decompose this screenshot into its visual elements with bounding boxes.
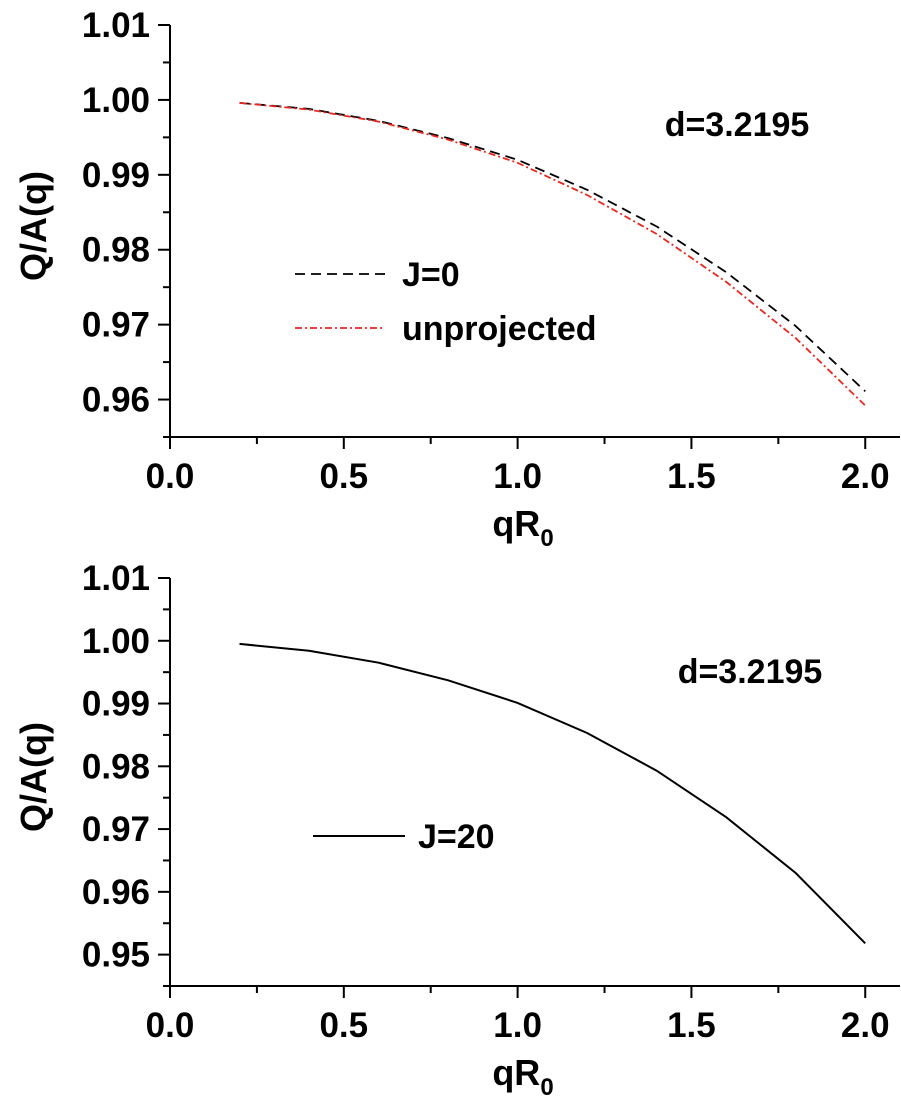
y-tick-label: 1.01 <box>82 559 150 598</box>
x-axis-label-main: qR <box>492 1052 540 1093</box>
annotation: d=3.2195 <box>678 653 823 691</box>
y-tick-label: 1.01 <box>82 6 150 45</box>
legend-label: J=20 <box>418 818 495 856</box>
x-tick-label: 1.0 <box>493 457 542 496</box>
y-tick-label: 0.97 <box>82 306 150 345</box>
series-line-unprojected <box>239 102 866 407</box>
y-axis-label: Q/A(q) <box>13 171 54 281</box>
x-axis-label-subscript: 0 <box>540 1074 553 1095</box>
y-tick-label: 0.96 <box>82 873 150 912</box>
y-tick-label: 1.00 <box>82 622 150 661</box>
y-axis-label: Q/A(q) <box>13 722 54 832</box>
legend-label: unprojected <box>402 310 597 348</box>
x-axis-label: qR0 <box>492 503 553 552</box>
chart-panel-1: 0.0 0.5 1.0 1.5 2.0 0.96 0.97 0.98 0.99 1.00 1.01 q… <box>13 6 900 552</box>
x-tick-label: 0.5 <box>319 1006 368 1045</box>
series-line-j-0 <box>239 102 866 392</box>
y-tick-label: 0.99 <box>82 156 150 195</box>
annotation: d=3.2195 <box>665 106 810 144</box>
y-tick-label: 0.99 <box>82 685 150 724</box>
x-tick-label: 0.0 <box>146 457 195 496</box>
x-tick-label: 1.5 <box>667 457 716 496</box>
x-axis-label-main: qR <box>492 503 540 544</box>
x-tick-label: 1.5 <box>667 1006 716 1045</box>
y-tick-label: 0.98 <box>82 231 150 270</box>
x-axis-label-subscript: 0 <box>540 525 553 552</box>
x-tick-label: 2.0 <box>841 1006 890 1045</box>
legend-label: J=0 <box>402 256 460 294</box>
y-tick-label: 1.00 <box>82 81 150 120</box>
x-tick-label: 0.0 <box>146 1006 195 1045</box>
x-tick-label: 2.0 <box>841 457 890 496</box>
x-tick-label: 1.0 <box>493 1006 542 1045</box>
chart-panel-2: 0.0 0.5 1.0 1.5 2.0 0.95 0.96 0.97 0.98 0.99 1.00 1… <box>13 559 900 1100</box>
y-tick-label: 0.98 <box>82 747 150 786</box>
x-axis-label: qR0 <box>492 1052 553 1095</box>
y-tick-label: 0.97 <box>82 810 150 849</box>
series-line-j-20 <box>239 642 866 945</box>
x-tick-label: 0.5 <box>319 457 368 496</box>
y-tick-label: 0.95 <box>82 936 150 975</box>
y-tick-label: 0.96 <box>82 381 150 420</box>
